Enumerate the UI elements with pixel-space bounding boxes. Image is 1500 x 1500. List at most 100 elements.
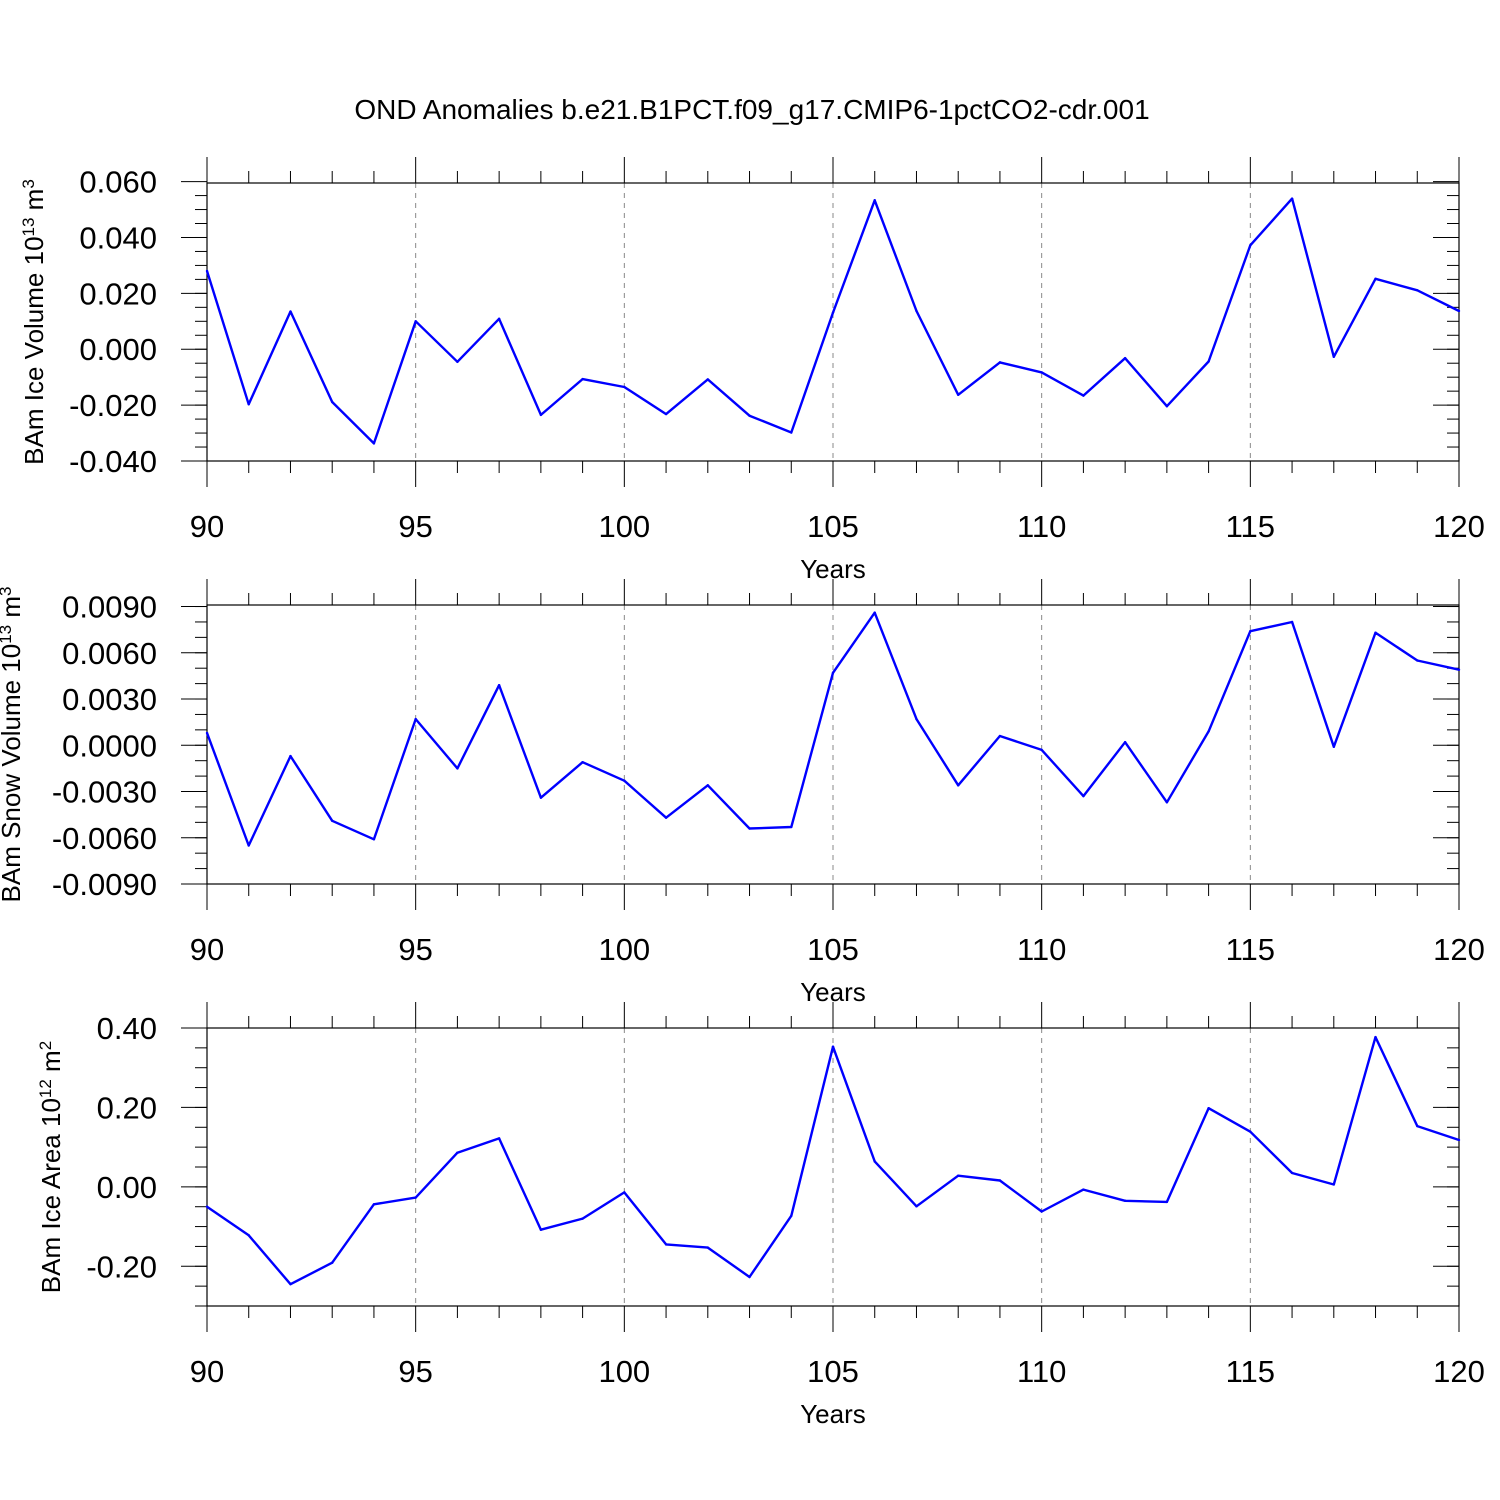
data-point [790, 1214, 793, 1218]
data-point [1416, 1124, 1419, 1128]
data-point [1207, 1107, 1210, 1110]
data-point [289, 1282, 292, 1286]
x-tick-label: 105 [807, 1354, 859, 1389]
x-tick-label: 90 [190, 1354, 224, 1389]
x-tick-label: 95 [398, 1354, 432, 1389]
data-point [1457, 668, 1461, 671]
y-tick-label: 0.20 [97, 1090, 157, 1125]
x-tick-label: 100 [598, 509, 650, 544]
data-point [414, 717, 417, 721]
data-point [748, 414, 751, 417]
data-point [1374, 1035, 1377, 1039]
data-point [372, 1203, 376, 1206]
x-tick-label: 110 [1017, 509, 1066, 544]
y-tick-label: 0.020 [79, 276, 157, 311]
data-point [497, 683, 501, 687]
y-tick-label: -0.20 [86, 1249, 157, 1284]
y-tick-label: 0.060 [79, 165, 157, 200]
data-point [790, 431, 793, 434]
data-point [664, 1243, 668, 1246]
y-tick-label: 0.0030 [62, 682, 157, 717]
y-tick-label: 0.0000 [62, 728, 157, 763]
data-point [706, 378, 709, 381]
data-point [247, 844, 250, 847]
data-point [456, 360, 459, 364]
data-point [1249, 630, 1252, 633]
data-point [1040, 1210, 1043, 1213]
y-tick-label: 0.040 [79, 220, 157, 255]
data-point [831, 1045, 835, 1048]
x-tick-label: 120 [1433, 509, 1485, 544]
data-point [1332, 745, 1336, 749]
y-axis-title: BAm Ice Volume 1013 m3 [19, 179, 50, 465]
y-axis-title: BAm Ice Area 1012 m2 [36, 1041, 67, 1293]
y-tick-label: -0.0060 [52, 821, 157, 856]
data-point [456, 767, 459, 770]
data-point [1374, 277, 1377, 281]
data-point [497, 317, 501, 320]
x-tick-label: 90 [190, 932, 224, 967]
data-point [1082, 394, 1085, 397]
data-point [331, 1261, 334, 1264]
data-point [331, 819, 334, 823]
x-tick-label: 115 [1226, 1354, 1275, 1389]
data-point [414, 320, 417, 323]
data-point [1040, 748, 1043, 752]
data-point [1249, 1130, 1252, 1133]
data-point [623, 779, 626, 782]
data-point [1249, 244, 1252, 247]
data-point [539, 796, 543, 799]
data-point [1207, 360, 1210, 363]
data-point [414, 1196, 417, 1199]
x-tick-label: 95 [398, 932, 432, 967]
data-point [581, 377, 584, 381]
data-point [748, 1275, 751, 1279]
data-point [1082, 794, 1085, 798]
data-point [1457, 309, 1461, 313]
data-point [1332, 1183, 1336, 1186]
data-point [289, 754, 292, 758]
data-point [581, 1217, 584, 1220]
y-tick-label: 0.000 [79, 332, 157, 367]
data-point [539, 413, 543, 417]
data-point [1290, 1171, 1294, 1175]
data-point [372, 442, 376, 445]
y-tick-label: 0.0060 [62, 636, 157, 671]
y-tick-label: -0.0030 [52, 775, 157, 810]
data-point [664, 816, 668, 819]
data-point [1290, 197, 1294, 200]
chart-panel-2: 90 95 100 105 110 115 120Years-0.0090-0.0060-0… [0, 579, 1485, 1007]
data-point [790, 825, 793, 829]
data-point [1374, 631, 1377, 634]
data-point [205, 269, 209, 273]
data-point [1165, 1200, 1169, 1204]
y-axis-title: BAm Snow Volume 1013 m3 [0, 587, 26, 903]
data-point [957, 784, 960, 787]
x-tick-label: 120 [1433, 932, 1485, 967]
data-point [915, 1205, 918, 1208]
data-point [1123, 740, 1127, 744]
x-tick-label: 115 [1226, 509, 1275, 544]
data-point [1040, 371, 1043, 374]
chart-panel-3: 90 95 100 105 110 115 120 Years -0.20 0.00 0.20 0.4… [36, 1002, 1485, 1429]
x-tick-label: 120 [1433, 1354, 1485, 1389]
data-point [831, 671, 835, 675]
data-point [831, 311, 835, 314]
y-tick-label: 0.00 [97, 1170, 157, 1205]
x-tick-label: 100 [598, 1354, 650, 1389]
data-point [623, 385, 626, 389]
data-point [456, 1151, 459, 1154]
data-point [957, 1174, 960, 1177]
y-tick-label: 0.0090 [62, 590, 157, 625]
y-tick-label: -0.020 [69, 388, 157, 423]
data-point [581, 761, 584, 764]
data-point [873, 611, 876, 614]
data-point [1123, 356, 1127, 360]
data-point [1082, 1188, 1085, 1191]
data-point [372, 838, 376, 841]
data-point [957, 393, 960, 396]
y-tick-label: 0.40 [97, 1011, 157, 1046]
data-point [706, 784, 709, 787]
x-tick-label: 110 [1017, 1354, 1066, 1389]
